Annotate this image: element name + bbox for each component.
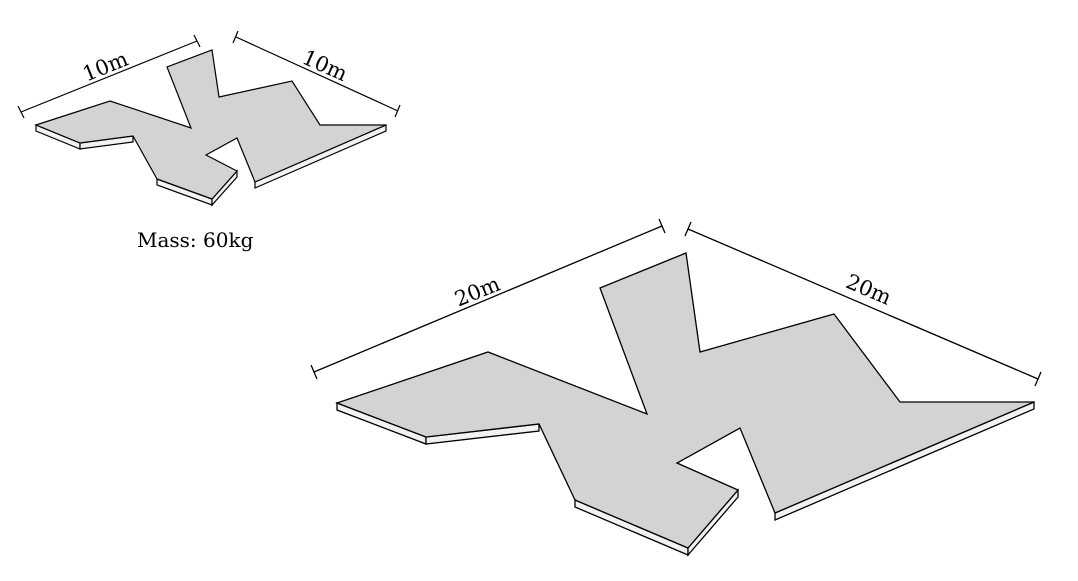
small-plate — [34, 49, 387, 207]
small-dimension-left-label: 10m — [79, 47, 131, 87]
small-dimension-right-label: 10m — [299, 45, 351, 86]
small-dimension-right — [232, 30, 401, 118]
mass-label: Mass: 60kg — [137, 228, 254, 252]
large-dimension-right — [684, 221, 1042, 387]
large-dimension-left-label: 20m — [451, 272, 503, 312]
small-plate-top — [34, 49, 387, 200]
large-dimension-left — [310, 218, 666, 380]
large-plate — [335, 252, 1035, 557]
small-dimension-left — [17, 34, 201, 119]
large-dimension-right-label: 20m — [843, 269, 895, 309]
large-plate-top — [335, 252, 1035, 549]
